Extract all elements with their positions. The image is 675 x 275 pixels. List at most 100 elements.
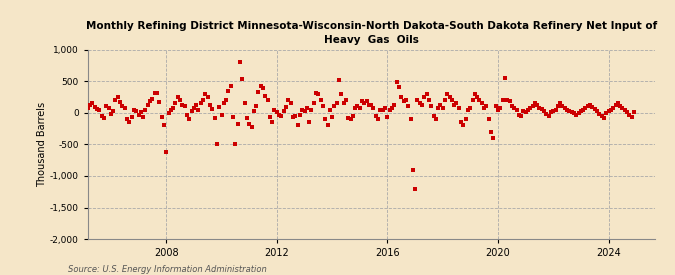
Point — [221, 98, 232, 102]
Point — [207, 107, 218, 111]
Point — [103, 106, 114, 111]
Point — [624, 112, 634, 117]
Point — [511, 108, 522, 112]
Point — [552, 104, 563, 109]
Point — [481, 104, 492, 109]
Point — [99, 116, 109, 120]
Point — [518, 109, 529, 114]
Point — [394, 85, 404, 90]
Point — [119, 106, 130, 110]
Point — [534, 106, 545, 110]
Point — [361, 99, 372, 104]
Point — [87, 101, 98, 105]
Point — [269, 108, 280, 112]
Point — [267, 120, 277, 124]
Point — [124, 120, 135, 124]
Point — [605, 108, 616, 112]
Point — [308, 101, 319, 105]
Text: Source: U.S. Energy Information Administration: Source: U.S. Energy Information Administ… — [68, 265, 266, 274]
Point — [285, 101, 296, 105]
Point — [108, 109, 119, 113]
Point — [562, 108, 572, 112]
Point — [142, 102, 153, 107]
Point — [193, 108, 204, 112]
Point — [105, 112, 116, 116]
Point — [594, 112, 605, 116]
Point — [209, 116, 220, 120]
Point — [446, 98, 457, 102]
Point — [133, 113, 144, 117]
Point — [520, 110, 531, 114]
Point — [506, 104, 517, 109]
Point — [110, 98, 121, 102]
Point — [329, 104, 340, 109]
Point — [612, 101, 623, 105]
Point — [278, 109, 289, 113]
Point — [288, 115, 298, 119]
Point — [306, 108, 317, 112]
Point — [442, 92, 453, 96]
Title: Monthly Refining District Minnesota-Wisconsin-North Dakota-South Dakota Refinery: Monthly Refining District Minnesota-Wisc… — [86, 21, 657, 45]
Point — [161, 150, 171, 154]
Point — [205, 103, 215, 107]
Point — [152, 91, 163, 95]
Point — [310, 90, 321, 95]
Point — [467, 98, 478, 102]
Point — [601, 111, 612, 116]
Point — [313, 92, 323, 96]
Point — [433, 106, 443, 110]
Point — [283, 98, 294, 102]
Point — [456, 120, 466, 124]
Point — [262, 98, 273, 102]
Point — [460, 117, 471, 121]
Point — [426, 104, 437, 109]
Point — [576, 109, 587, 113]
Point — [294, 112, 305, 117]
Point — [469, 92, 480, 96]
Point — [225, 84, 236, 88]
Point — [198, 98, 209, 102]
Point — [322, 123, 333, 128]
Point — [379, 106, 390, 110]
Point — [343, 116, 354, 120]
Point — [516, 114, 526, 118]
Point — [186, 109, 197, 113]
Point — [509, 106, 520, 110]
Point — [400, 98, 411, 102]
Point — [172, 95, 183, 99]
Point — [497, 98, 508, 102]
Point — [117, 104, 128, 109]
Point — [216, 112, 227, 117]
Y-axis label: Thousand Barrels: Thousand Barrels — [37, 102, 47, 187]
Point — [200, 92, 211, 96]
Point — [352, 104, 363, 108]
Point — [502, 98, 512, 102]
Point — [596, 114, 607, 118]
Point — [359, 101, 370, 105]
Point — [299, 109, 310, 113]
Point — [297, 108, 308, 112]
Point — [170, 100, 181, 105]
Point — [439, 98, 450, 102]
Point — [449, 102, 460, 107]
Point — [234, 59, 245, 64]
Point — [89, 105, 100, 109]
Point — [336, 92, 347, 96]
Point — [405, 117, 416, 121]
Point — [403, 104, 414, 109]
Point — [136, 110, 146, 114]
Point — [84, 103, 95, 107]
Point — [290, 114, 300, 118]
Point — [191, 103, 202, 107]
Point — [583, 104, 593, 109]
Point — [274, 113, 285, 117]
Point — [458, 123, 469, 128]
Point — [418, 95, 429, 99]
Point — [292, 123, 303, 128]
Point — [539, 109, 549, 113]
Point — [325, 108, 335, 112]
Point — [126, 114, 137, 119]
Point — [500, 76, 510, 80]
Point — [384, 108, 395, 112]
Point — [541, 112, 551, 116]
